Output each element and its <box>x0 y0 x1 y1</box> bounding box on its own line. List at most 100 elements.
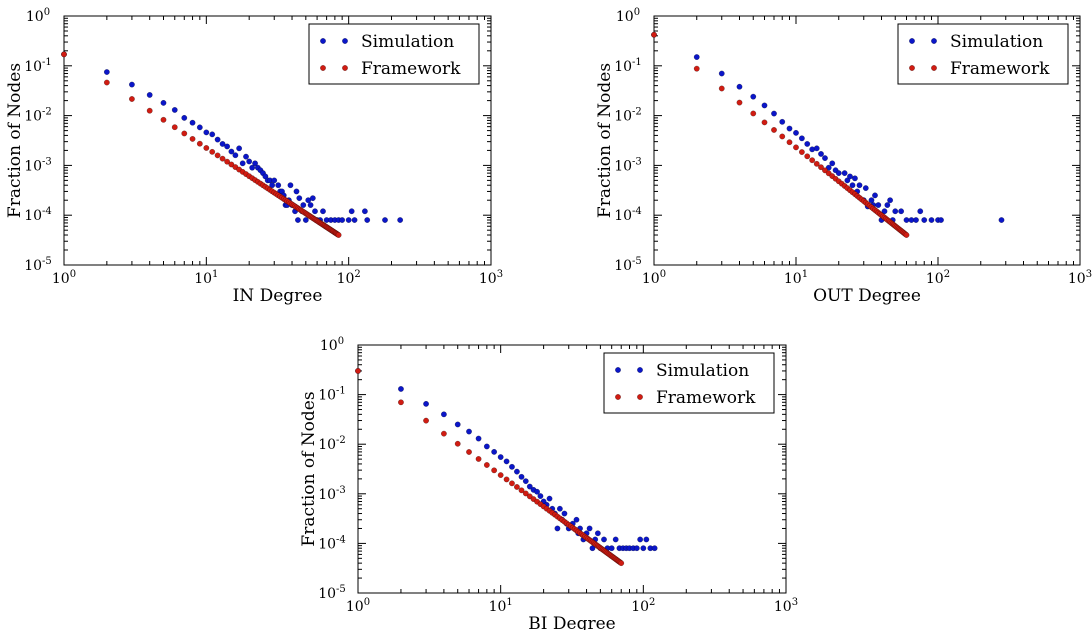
data-point <box>849 182 856 189</box>
x-tick-label: 100 <box>642 269 666 287</box>
chart-panel-2: 100 101 102 103 10-5 10-4 10-3 10-2 10-1 100 OUT D… <box>595 7 1092 306</box>
data-point <box>228 161 235 168</box>
data-point <box>761 102 768 109</box>
data-point <box>917 208 924 215</box>
legend-label: Framework <box>950 59 1050 79</box>
data-point <box>736 83 743 90</box>
legend-marker <box>615 367 621 373</box>
data-point <box>750 93 757 100</box>
series-framework <box>61 51 342 238</box>
legend-marker <box>342 65 348 71</box>
data-point <box>423 417 430 424</box>
data-point <box>736 99 743 106</box>
data-point <box>804 153 811 160</box>
legend-label: Simulation <box>950 32 1043 52</box>
data-point <box>928 217 935 223</box>
y-axis-label: Fraction of Nodes <box>595 63 615 218</box>
data-point <box>246 158 253 165</box>
data-point <box>818 150 824 157</box>
data-point <box>526 483 533 490</box>
data-point <box>361 208 368 215</box>
data-point <box>214 136 221 143</box>
y-tick-label: 10-4 <box>318 534 346 552</box>
data-point <box>466 428 472 435</box>
data-point <box>526 493 533 500</box>
data-point <box>618 560 625 567</box>
data-point <box>475 456 482 462</box>
data-point <box>804 140 811 147</box>
data-point <box>160 99 167 106</box>
data-point <box>786 125 793 132</box>
y-tick-label: 100 <box>616 7 640 25</box>
x-tick-label: 101 <box>489 597 513 615</box>
legend-marker <box>931 38 937 44</box>
x-tick-label: 102 <box>337 269 361 287</box>
data-point <box>491 467 498 474</box>
legend-marker <box>931 65 937 71</box>
y-axis-label: Fraction of Nodes <box>299 391 319 546</box>
series-framework <box>651 31 910 238</box>
legend-marker <box>615 394 621 400</box>
data-point <box>440 411 447 418</box>
data-point <box>232 152 239 159</box>
chart-panel-1: 100 101 102 103 10-5 10-4 10-3 10-2 10-1 100 IN De… <box>5 7 503 306</box>
x-tick-label: 103 <box>479 269 503 287</box>
data-point <box>294 217 301 223</box>
data-point <box>189 135 196 142</box>
legend-box <box>308 23 480 85</box>
legend-box <box>603 352 775 414</box>
data-point <box>382 217 388 223</box>
data-point <box>771 110 777 117</box>
data-point <box>224 143 231 150</box>
x-tick-label: 103 <box>774 597 798 615</box>
data-point <box>454 440 461 447</box>
data-point <box>718 70 725 77</box>
data-point <box>862 185 869 192</box>
x-axis-label: IN Degree <box>233 286 323 306</box>
data-point <box>868 197 875 204</box>
data-point <box>813 160 820 167</box>
data-point <box>339 217 346 223</box>
data-point <box>423 400 430 407</box>
data-point <box>224 158 231 165</box>
data-point <box>320 208 326 215</box>
data-point <box>293 188 300 195</box>
data-point <box>181 130 188 137</box>
data-point <box>903 217 910 223</box>
y-tick-label: 10-2 <box>614 107 642 125</box>
data-point <box>309 195 316 202</box>
data-point <box>252 160 259 167</box>
data-point <box>287 182 294 189</box>
data-point <box>554 525 561 532</box>
data-point <box>181 114 188 121</box>
data-point <box>103 69 110 75</box>
legend-label: Framework <box>656 388 756 408</box>
legend-marker <box>637 394 643 400</box>
legend-marker <box>320 38 326 44</box>
data-point <box>771 126 777 133</box>
data-point <box>275 182 282 189</box>
data-point <box>637 536 644 543</box>
x-axis-label: BI Degree <box>528 614 615 630</box>
series-framework <box>355 367 625 567</box>
data-point <box>483 462 490 468</box>
series-simulation <box>61 51 404 223</box>
data-point <box>103 79 110 86</box>
data-point <box>466 449 472 455</box>
data-point <box>503 476 510 483</box>
data-point <box>892 208 899 215</box>
data-point <box>497 454 504 461</box>
data-point <box>586 525 593 532</box>
data-point <box>938 217 944 223</box>
data-point <box>305 197 312 204</box>
data-point <box>345 217 352 223</box>
x-tick-label: 100 <box>346 597 370 615</box>
data-point <box>171 106 178 113</box>
data-point <box>589 545 596 552</box>
y-tick-label: 10-1 <box>614 57 642 75</box>
data-point <box>128 96 135 102</box>
data-point <box>594 530 601 537</box>
legend-label: Framework <box>361 59 461 79</box>
data-point <box>475 435 482 442</box>
data-point <box>454 421 461 428</box>
